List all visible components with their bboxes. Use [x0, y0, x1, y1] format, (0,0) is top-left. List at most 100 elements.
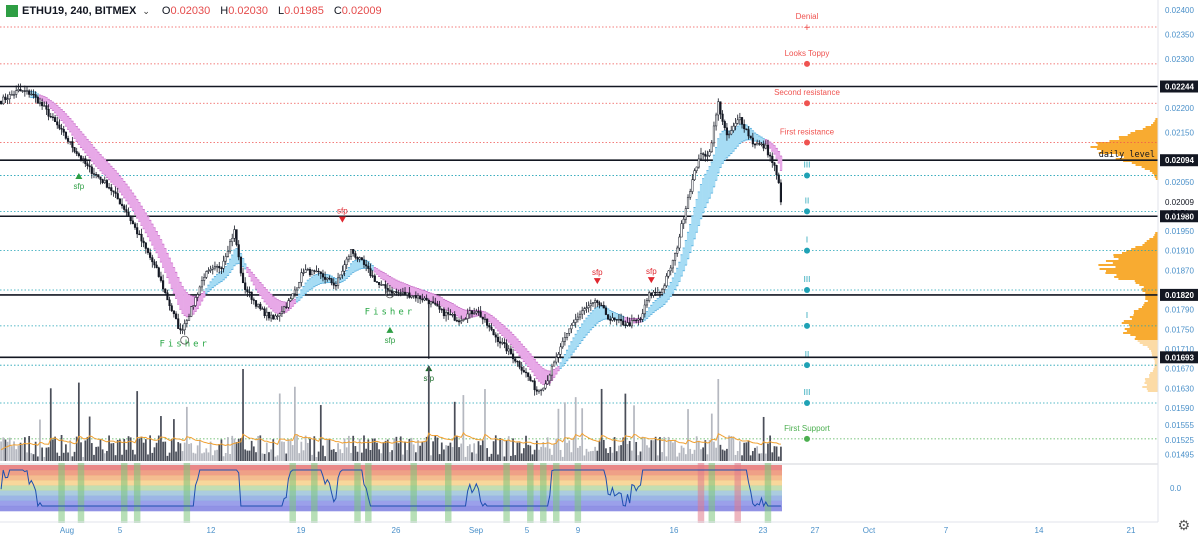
- candle[interactable]: [462, 319, 465, 321]
- candle[interactable]: [4, 96, 7, 100]
- candle[interactable]: [425, 297, 428, 301]
- candle[interactable]: [669, 267, 672, 272]
- candle[interactable]: [265, 311, 268, 316]
- candle[interactable]: [97, 174, 100, 178]
- candle[interactable]: [769, 154, 772, 157]
- candle[interactable]: [337, 277, 340, 286]
- candle[interactable]: [583, 308, 586, 312]
- candle[interactable]: [686, 196, 690, 209]
- candle[interactable]: [542, 387, 545, 391]
- candle[interactable]: [278, 313, 281, 317]
- candle[interactable]: [760, 143, 763, 146]
- candle[interactable]: [101, 179, 104, 183]
- level-marker-dot[interactable]: [804, 247, 810, 254]
- candle[interactable]: [553, 361, 556, 367]
- candle[interactable]: [594, 300, 597, 303]
- candle[interactable]: [181, 329, 184, 331]
- candle[interactable]: [663, 285, 666, 290]
- candle[interactable]: [58, 124, 61, 129]
- candle[interactable]: [395, 291, 398, 293]
- candle[interactable]: [86, 163, 89, 167]
- candle[interactable]: [378, 282, 381, 285]
- candle[interactable]: [32, 93, 35, 96]
- candle[interactable]: [630, 320, 633, 327]
- candle[interactable]: [6, 98, 9, 100]
- candle[interactable]: [259, 303, 262, 310]
- candle[interactable]: [248, 291, 251, 294]
- candle[interactable]: [738, 117, 741, 121]
- time-axis[interactable]: Aug 5 12 19 26 Sep 5 9 16 23 27 Oct 7 14 21: [60, 526, 1136, 535]
- candle[interactable]: [198, 286, 201, 295]
- candle[interactable]: [600, 304, 603, 307]
- candle[interactable]: [187, 316, 191, 321]
- candle[interactable]: [533, 380, 536, 391]
- candle[interactable]: [77, 153, 80, 156]
- candle[interactable]: [216, 266, 219, 268]
- candle[interactable]: [503, 341, 506, 344]
- candle[interactable]: [665, 275, 668, 287]
- candle[interactable]: [527, 372, 530, 377]
- candle[interactable]: [300, 272, 303, 283]
- candle[interactable]: [326, 277, 329, 280]
- candle[interactable]: [138, 233, 141, 236]
- candle[interactable]: [321, 273, 325, 278]
- candle[interactable]: [267, 311, 271, 319]
- candle[interactable]: [112, 190, 115, 193]
- candle[interactable]: [164, 288, 167, 293]
- candle[interactable]: [639, 318, 642, 321]
- candle[interactable]: [136, 227, 139, 235]
- candle[interactable]: [222, 260, 225, 269]
- candle[interactable]: [293, 289, 296, 294]
- candle[interactable]: [699, 153, 703, 160]
- candle[interactable]: [140, 233, 143, 242]
- candle[interactable]: [514, 358, 517, 362]
- candle[interactable]: [537, 389, 541, 392]
- candle[interactable]: [412, 295, 415, 297]
- candle[interactable]: [447, 312, 450, 315]
- candle[interactable]: [159, 276, 163, 281]
- candle[interactable]: [661, 289, 664, 293]
- candle[interactable]: [516, 360, 519, 363]
- candle[interactable]: [196, 294, 199, 298]
- candle[interactable]: [531, 380, 534, 382]
- candle[interactable]: [116, 193, 119, 200]
- candle[interactable]: [511, 353, 515, 360]
- candle[interactable]: [345, 258, 348, 265]
- level-marker-dot[interactable]: [804, 208, 810, 215]
- candle[interactable]: [414, 295, 417, 299]
- candle[interactable]: [680, 223, 683, 238]
- candle[interactable]: [421, 298, 424, 301]
- candle[interactable]: [438, 305, 441, 310]
- candle[interactable]: [367, 265, 370, 269]
- candle[interactable]: [12, 94, 16, 96]
- candle[interactable]: [332, 282, 335, 286]
- candle[interactable]: [311, 270, 314, 276]
- candle[interactable]: [507, 348, 510, 352]
- candle[interactable]: [349, 249, 353, 257]
- candle[interactable]: [561, 341, 564, 348]
- candle[interactable]: [155, 264, 158, 268]
- candle[interactable]: [466, 313, 469, 319]
- candle[interactable]: [771, 155, 774, 163]
- candle[interactable]: [205, 271, 208, 278]
- candle[interactable]: [522, 370, 525, 373]
- candle[interactable]: [613, 317, 616, 320]
- candle[interactable]: [481, 317, 484, 320]
- candle[interactable]: [276, 315, 279, 317]
- candle[interactable]: [99, 176, 102, 180]
- candle[interactable]: [43, 105, 46, 107]
- candle[interactable]: [585, 307, 588, 309]
- candle[interactable]: [356, 257, 359, 260]
- candle[interactable]: [200, 280, 204, 288]
- candle[interactable]: [358, 257, 361, 260]
- candle[interactable]: [749, 135, 752, 139]
- candle[interactable]: [449, 314, 452, 316]
- candle[interactable]: [369, 268, 372, 276]
- candle[interactable]: [619, 318, 623, 322]
- candle[interactable]: [54, 117, 57, 123]
- candle[interactable]: [766, 144, 770, 156]
- candle[interactable]: [324, 276, 327, 280]
- candle[interactable]: [328, 277, 331, 280]
- candle[interactable]: [30, 93, 33, 96]
- candle[interactable]: [244, 282, 247, 290]
